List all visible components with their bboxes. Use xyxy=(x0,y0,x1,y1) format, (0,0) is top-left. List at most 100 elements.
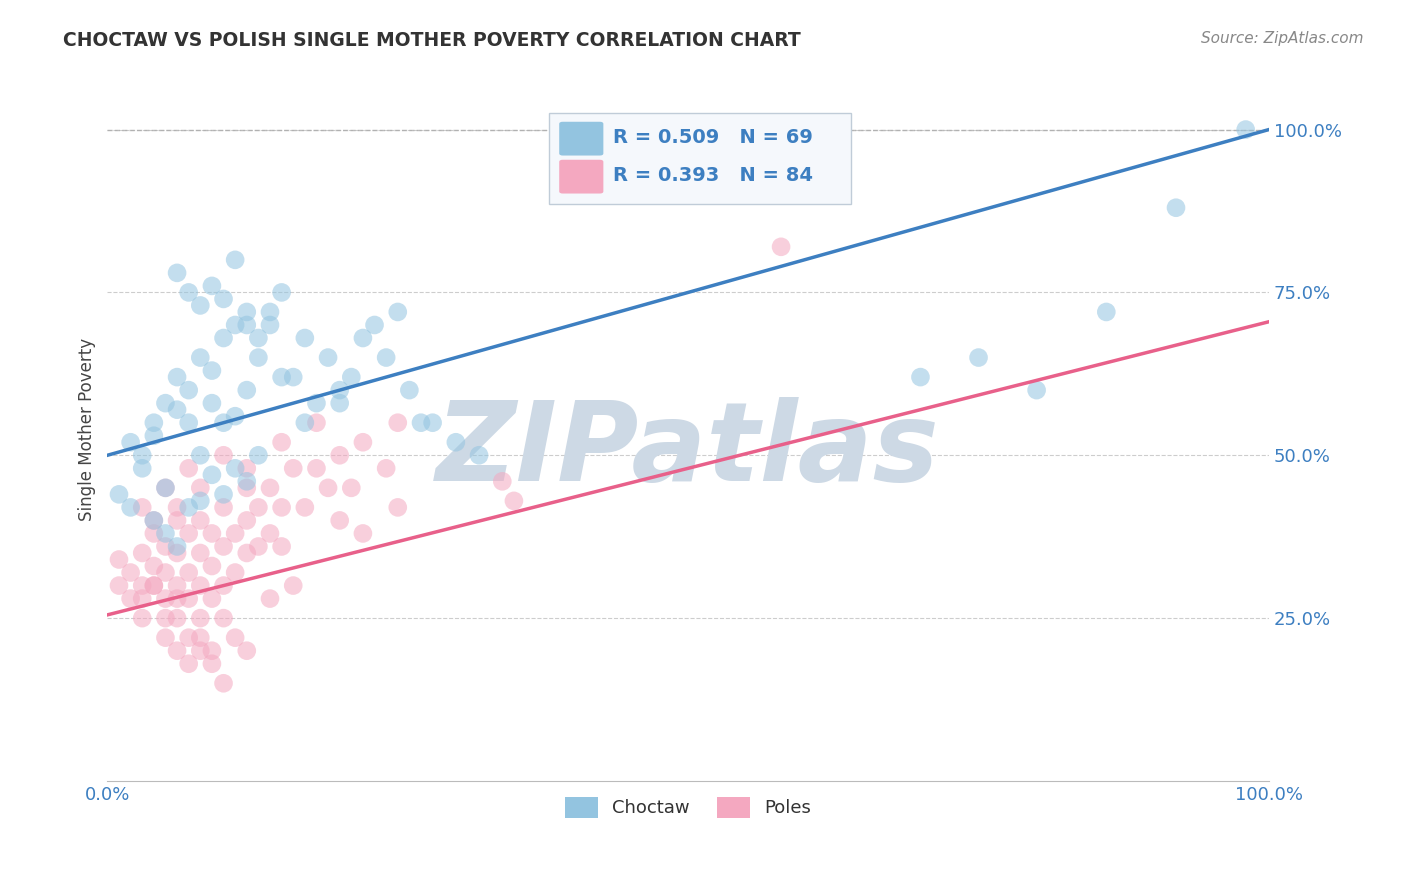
Point xyxy=(188,481,211,495)
Y-axis label: Single Mother Poverty: Single Mother Poverty xyxy=(79,338,96,521)
Point xyxy=(236,475,259,489)
Point xyxy=(155,591,177,606)
Point xyxy=(177,285,200,300)
Point xyxy=(188,546,211,560)
Point xyxy=(166,500,188,515)
Point xyxy=(201,643,224,657)
Point xyxy=(340,370,363,384)
Point xyxy=(247,448,270,462)
Point xyxy=(212,500,235,515)
Point xyxy=(329,396,352,410)
Point xyxy=(294,331,316,345)
Point xyxy=(142,578,165,592)
Point xyxy=(212,676,235,690)
Point xyxy=(1164,201,1187,215)
FancyBboxPatch shape xyxy=(560,122,603,155)
Point xyxy=(155,631,177,645)
Point xyxy=(201,591,224,606)
Point xyxy=(131,591,153,606)
Point xyxy=(188,631,211,645)
Text: Source: ZipAtlas.com: Source: ZipAtlas.com xyxy=(1201,31,1364,46)
Point xyxy=(142,513,165,527)
Point xyxy=(375,351,398,365)
Point xyxy=(120,591,142,606)
Point xyxy=(177,416,200,430)
Point xyxy=(166,266,188,280)
Point xyxy=(270,285,292,300)
Text: R = 0.509   N = 69: R = 0.509 N = 69 xyxy=(613,128,813,147)
Point xyxy=(201,279,224,293)
Point xyxy=(166,402,188,417)
Point xyxy=(329,383,352,397)
Point xyxy=(131,448,153,462)
Point xyxy=(188,578,211,592)
Point xyxy=(155,481,177,495)
Point xyxy=(131,578,153,592)
Point xyxy=(131,546,153,560)
Point xyxy=(1234,122,1257,136)
Point xyxy=(283,370,305,384)
Point xyxy=(201,657,224,671)
Point xyxy=(142,513,165,527)
Point xyxy=(142,416,165,430)
Point xyxy=(1095,305,1118,319)
Point xyxy=(212,487,235,501)
Point xyxy=(329,448,352,462)
Point xyxy=(188,494,211,508)
Point xyxy=(224,526,246,541)
Point xyxy=(236,481,259,495)
Point xyxy=(201,396,224,410)
Text: R = 0.393   N = 84: R = 0.393 N = 84 xyxy=(613,167,813,186)
Point xyxy=(177,566,200,580)
Point xyxy=(177,461,200,475)
Point xyxy=(270,435,292,450)
Point xyxy=(305,416,328,430)
Point xyxy=(247,351,270,365)
Point xyxy=(188,448,211,462)
Point xyxy=(305,396,328,410)
Point xyxy=(212,611,235,625)
Point xyxy=(166,546,188,560)
Point xyxy=(224,461,246,475)
Point xyxy=(910,370,932,384)
Point xyxy=(155,481,177,495)
Point xyxy=(212,292,235,306)
Point xyxy=(259,305,281,319)
Point xyxy=(212,331,235,345)
Point xyxy=(236,383,259,397)
Point xyxy=(212,540,235,554)
Point xyxy=(1025,383,1047,397)
Point xyxy=(247,500,270,515)
Point xyxy=(155,396,177,410)
FancyBboxPatch shape xyxy=(560,160,603,194)
Point xyxy=(177,631,200,645)
Point xyxy=(270,370,292,384)
Point xyxy=(142,526,165,541)
Point xyxy=(166,540,188,554)
Point xyxy=(120,566,142,580)
Point xyxy=(201,363,224,377)
Point xyxy=(142,578,165,592)
Point xyxy=(142,428,165,442)
Point xyxy=(131,461,153,475)
Point xyxy=(259,526,281,541)
Point xyxy=(224,318,246,332)
Point xyxy=(491,475,513,489)
Point xyxy=(212,448,235,462)
Point xyxy=(503,494,526,508)
Point xyxy=(409,416,432,430)
Point xyxy=(131,611,153,625)
Point xyxy=(340,481,363,495)
Point xyxy=(212,416,235,430)
Point xyxy=(108,487,131,501)
Point xyxy=(236,318,259,332)
Point xyxy=(352,435,374,450)
Point xyxy=(155,611,177,625)
Point xyxy=(201,559,224,574)
Point xyxy=(224,566,246,580)
Point xyxy=(120,435,142,450)
Point xyxy=(236,643,259,657)
Point xyxy=(375,461,398,475)
Point xyxy=(352,526,374,541)
Point xyxy=(188,513,211,527)
